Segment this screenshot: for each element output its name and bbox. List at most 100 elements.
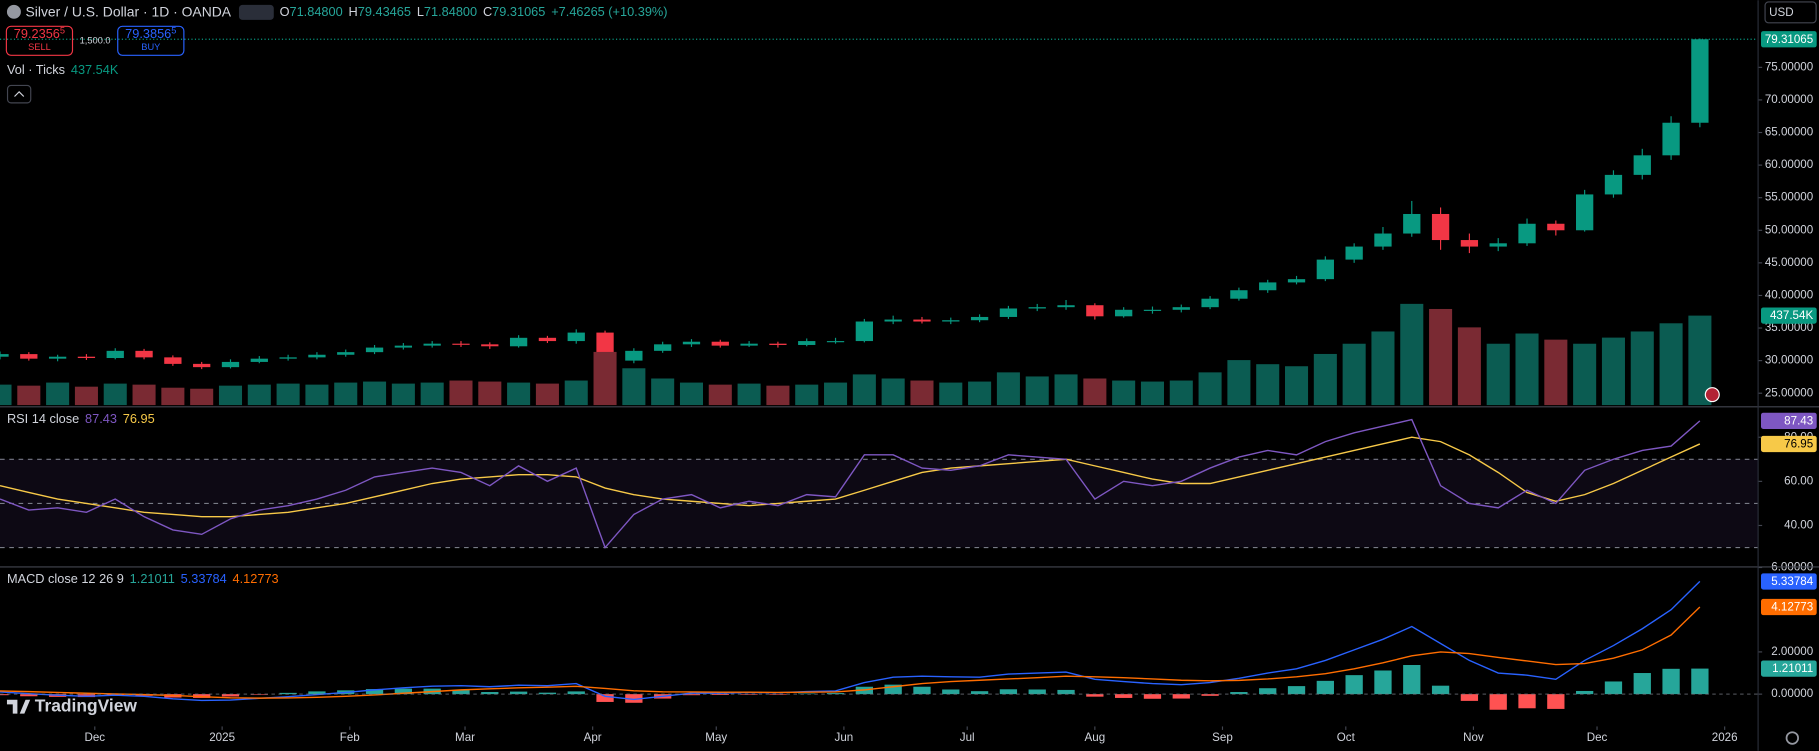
sell-button[interactable] (5, 25, 74, 56)
volume-bar (1573, 343, 1597, 406)
candle-body (452, 343, 470, 345)
y-tick-label: 75.00000 (1765, 60, 1813, 73)
buy-price-pip: 5 (171, 26, 176, 36)
x-tick-label: Jun (835, 731, 854, 744)
histogram-bar (913, 686, 931, 695)
volume-bar (1486, 343, 1510, 406)
symbol-title[interactable]: Silver / U.S. Dollar · 1D · OANDA (26, 4, 232, 20)
volume-bar (1227, 360, 1251, 406)
volume-bar (74, 386, 98, 406)
volume-bar (1256, 364, 1280, 406)
candle-body (1143, 309, 1162, 311)
legend-value: 87.43 (85, 412, 117, 427)
volume-bar (161, 387, 185, 406)
x-tick-label: Apr (584, 731, 602, 744)
value-box (1760, 31, 1817, 48)
ohlc-values: O71.84800 H79.43465 L71.84800 C79.31065 … (280, 4, 668, 19)
volume-bar (1140, 381, 1164, 406)
ohlc-value: 79.43465 (358, 4, 411, 19)
y-tick-label: 55.00000 (1765, 191, 1813, 204)
candle-body (1316, 259, 1334, 280)
line (0, 580, 1701, 702)
volume-bar (391, 383, 415, 406)
volume-bar (1112, 380, 1136, 406)
value-box-label: 76.95 (1784, 438, 1813, 451)
histogram-bar (1460, 694, 1479, 701)
volume-bar (190, 388, 214, 406)
volume-bar (651, 378, 675, 406)
volume-bar (564, 380, 588, 406)
candle-body (1172, 307, 1190, 310)
histogram-bar (769, 694, 787, 695)
histogram-bar (1316, 680, 1334, 695)
settings-icon[interactable] (1785, 731, 1799, 745)
histogram-bar (1547, 694, 1565, 709)
candle-body (1604, 174, 1623, 195)
candle-body (279, 357, 297, 359)
histogram-bar (481, 692, 499, 695)
value-box-label: 4.12773 (1771, 601, 1813, 614)
legend-value: 5.33784 (181, 572, 227, 587)
candle-body (106, 350, 124, 359)
volume-bar (363, 381, 387, 406)
histogram-bar (798, 693, 816, 695)
volume-bar (247, 384, 271, 406)
x-tick-label: Feb (340, 731, 360, 744)
volume-bar (1659, 323, 1683, 406)
volume-bar (1457, 327, 1481, 406)
volume-bar (420, 382, 444, 406)
y-tick-label: 70.00000 (1765, 93, 1813, 106)
histogram-bar (1576, 690, 1594, 695)
x-tick-label: Aug (1085, 731, 1106, 744)
candle-body (1201, 298, 1219, 308)
histogram-bar (1143, 694, 1162, 699)
candle-body (567, 332, 585, 342)
candle-body (1115, 309, 1133, 317)
volume-bar (622, 368, 646, 406)
legend-value: 437.54K (71, 62, 119, 77)
volume-bar (881, 378, 905, 406)
histogram-bar (970, 691, 989, 695)
candle-body (221, 361, 240, 368)
legend: Vol · Ticks 437.54K (7, 62, 119, 77)
volume-bar (1544, 339, 1568, 406)
candle-body (481, 344, 499, 347)
histogram-bar (999, 689, 1018, 695)
collapse-button[interactable] (6, 84, 32, 104)
candle-body (769, 343, 787, 345)
ohlc-key: H (349, 4, 358, 19)
candle-body (826, 341, 845, 343)
histogram-bar (394, 688, 413, 695)
x-tick-label: Dec (84, 731, 105, 744)
y-tick-label: 60.00 (1784, 474, 1813, 487)
histogram-bar (221, 694, 240, 697)
value-box-label: 79.31065 (1765, 33, 1813, 46)
buy-button[interactable] (117, 25, 185, 56)
candle-body (1259, 282, 1277, 291)
value-box-label: 1.21011 (1772, 662, 1813, 675)
x-tick-label: Nov (1463, 731, 1484, 744)
histogram-bar (538, 692, 557, 695)
buy-price-main: 79.3856 (125, 26, 171, 41)
ohlc-value: 71.84800 (424, 4, 477, 19)
currency-button[interactable] (1764, 1, 1817, 24)
histogram-bar (20, 694, 38, 697)
value-box-label: 5.33784 (1771, 575, 1813, 588)
y-tick-label: 0.00000 (1771, 687, 1813, 700)
candle-body (1057, 305, 1075, 308)
status-badge[interactable] (238, 4, 274, 20)
volume-bar (593, 351, 617, 406)
candle-body (308, 354, 326, 358)
histogram-bar (1086, 694, 1104, 697)
candle-body (1230, 290, 1248, 299)
ohlc-value: 79.31065 (492, 4, 545, 19)
volume-bar (939, 382, 963, 406)
buy-price: 79.38565 (125, 26, 176, 41)
currency: USD (1769, 6, 1793, 19)
legend-value: 4.12773 (233, 572, 279, 587)
event-flag[interactable] (1704, 387, 1720, 403)
symbol-icon[interactable] (6, 4, 21, 19)
y-tick-label: 45.00000 (1765, 256, 1813, 269)
